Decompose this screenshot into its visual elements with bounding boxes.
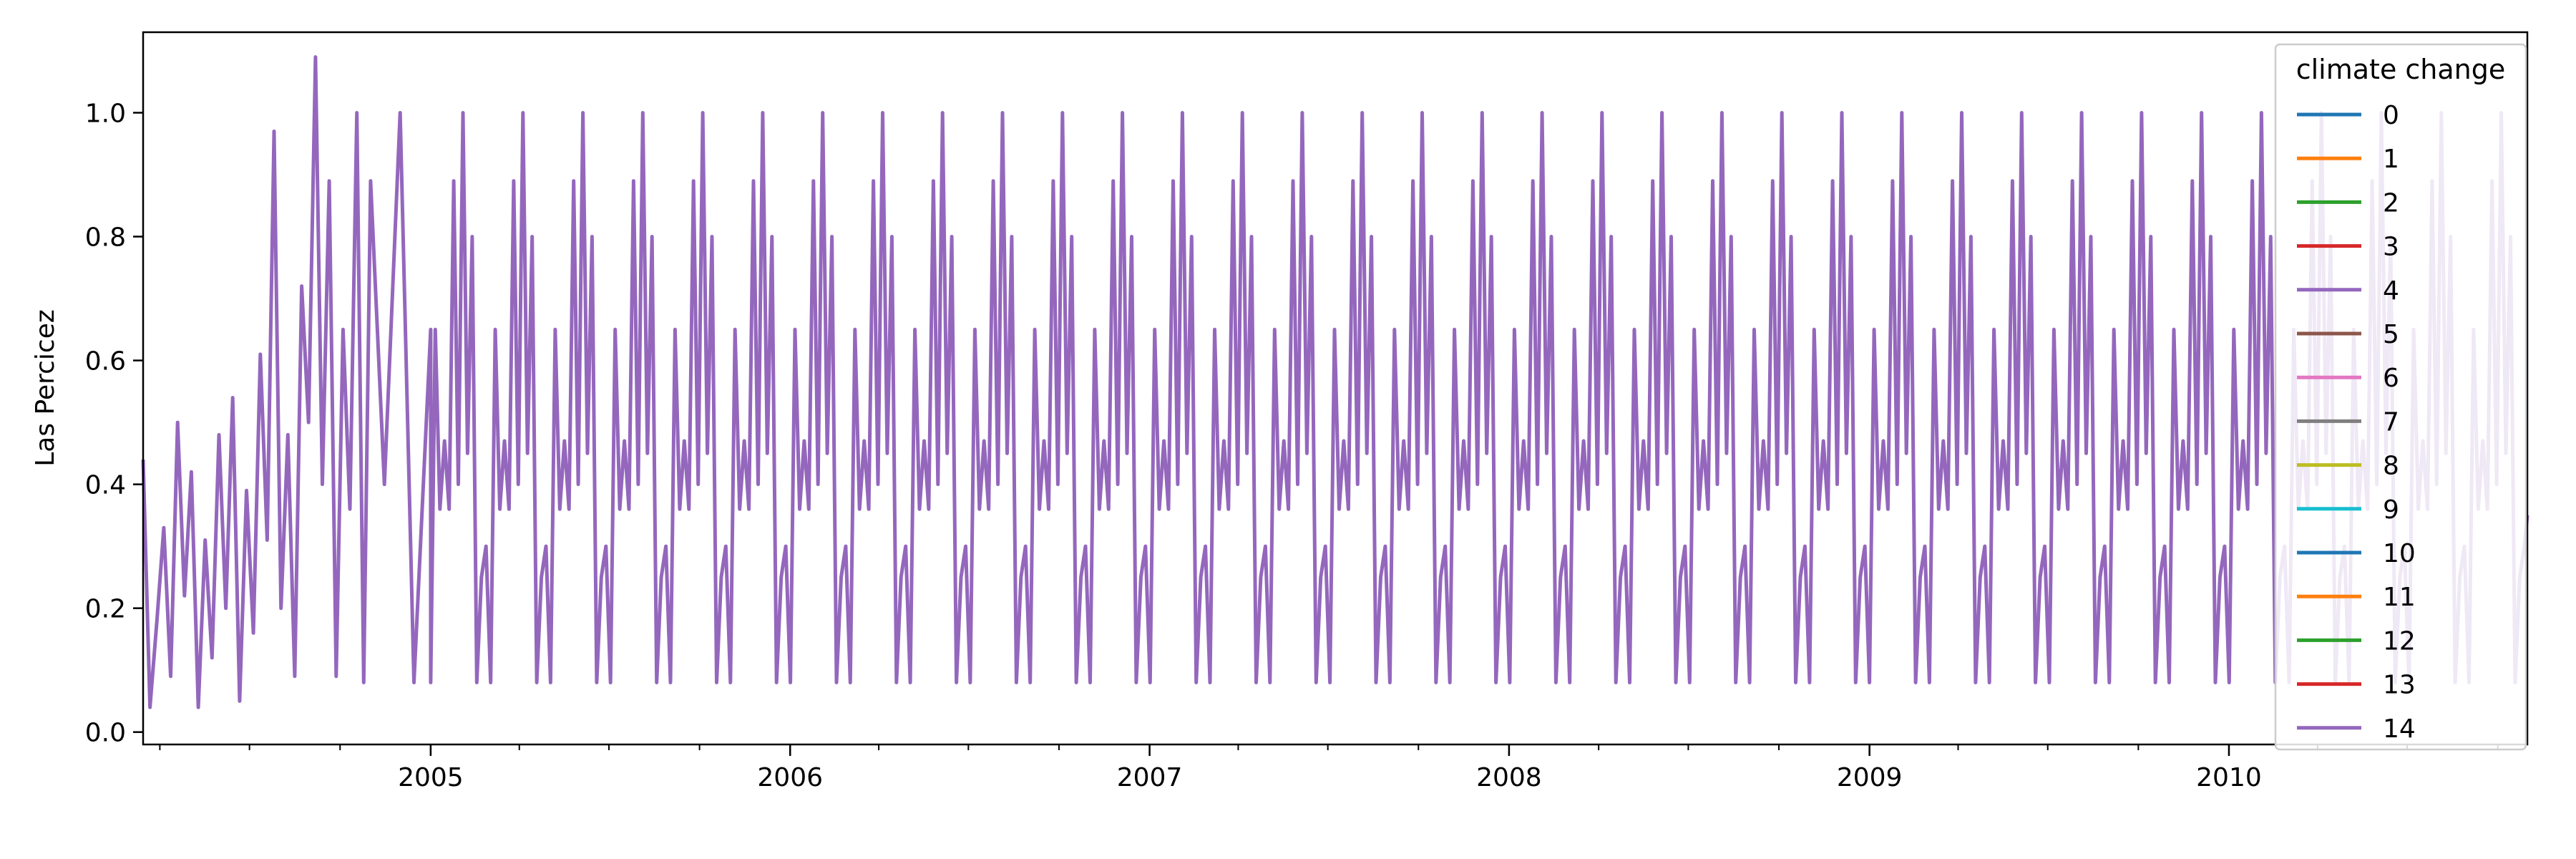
legend-label-5: 5 [2383,320,2399,349]
legend-label-0: 0 [2383,101,2399,130]
legend-label-12: 12 [2383,626,2416,656]
legend-label-3: 3 [2383,233,2399,262]
legend-box [2274,43,2527,751]
legend-label-6: 6 [2383,364,2399,393]
x-tick-label: 2009 [1837,763,1903,792]
legend-label-10: 10 [2383,539,2416,568]
y-axis: 0.0 0.2 0.4 0.6 0.8 1.0 [85,99,143,748]
y-tick-label: 0.6 [85,347,126,377]
y-tick-label: 0.8 [85,223,126,253]
legend-title: climate change [2296,54,2506,85]
plot-frame [142,31,2529,746]
legend-label-1: 1 [2383,145,2399,174]
legend-label-2: 2 [2383,188,2399,218]
y-tick-label: 0.0 [85,719,126,748]
legend-label-13: 13 [2383,671,2416,700]
y-tick-label: 1.0 [85,99,126,128]
legend-label-9: 9 [2383,495,2399,525]
y-tick-label: 0.2 [85,595,126,624]
legend-label-11: 11 [2383,583,2416,612]
legend-label-7: 7 [2383,407,2399,437]
y-axis-label: Las Percicez [31,309,60,467]
x-tick-label: 2006 [757,763,823,792]
legend-label-14: 14 [2383,714,2416,744]
x-tick-label: 2008 [1476,763,1542,792]
x-axis: 2005 2006 2007 2008 2009 2010 [159,744,2499,792]
legend-label-8: 8 [2383,452,2399,481]
x-tick-label: 2007 [1117,763,1183,792]
plot-area [141,55,2529,709]
series-14-line [141,55,2529,709]
x-tick-label: 2005 [398,763,464,792]
y-tick-label: 0.4 [85,471,126,500]
x-tick-label: 2010 [2196,763,2262,792]
legend-label-4: 4 [2383,276,2399,306]
